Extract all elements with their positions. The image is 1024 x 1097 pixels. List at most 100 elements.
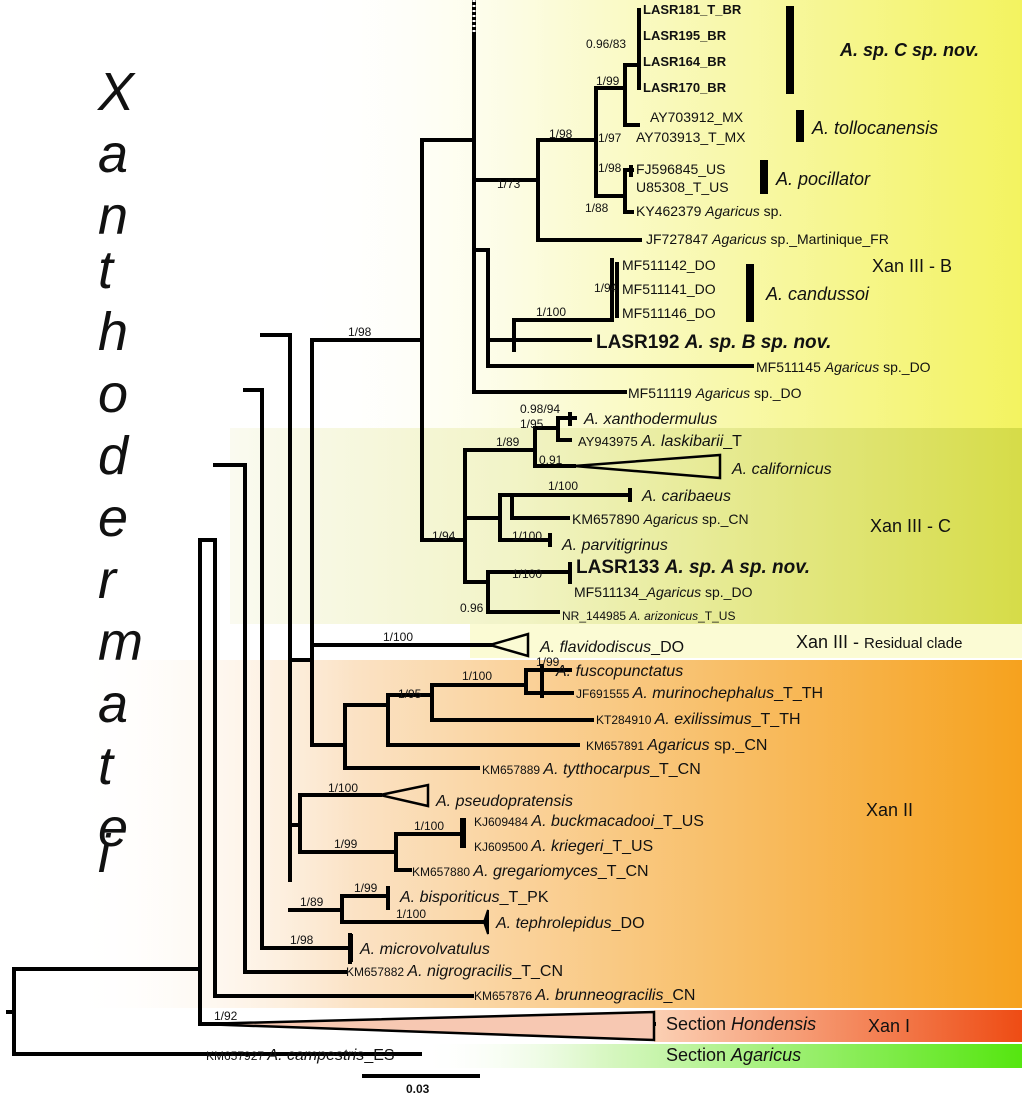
clade-marker-bars <box>746 6 804 322</box>
support-label: 1/95 <box>520 417 544 431</box>
tip-label: MF511145 Agaricus sp._DO <box>756 359 931 375</box>
support-label: 1/100 <box>383 630 413 644</box>
agaricus-band <box>420 1044 1022 1068</box>
clade-label: A. sp. C sp. nov. <box>839 40 979 60</box>
hondensis-triangle <box>199 1010 656 1042</box>
support-label: 1/94 <box>594 281 618 295</box>
tip-label: KM657889 A. tytthocarpus_T_CN <box>482 761 701 778</box>
californicus-triangle <box>573 453 722 480</box>
tip-label: MF511134_Agaricus sp._DO <box>574 584 753 600</box>
clade-label: Xan III - B <box>872 256 952 276</box>
clade-label: Xan II <box>866 800 913 820</box>
tree-branches <box>6 0 754 1056</box>
pseudopratensis-triangle <box>379 783 430 808</box>
genus-letter: d <box>98 426 130 486</box>
clade-label: Section Agaricus <box>666 1045 801 1065</box>
genus-letter: e <box>98 798 128 858</box>
tip-label: KM657890 Agaricus sp._CN <box>572 511 749 527</box>
tip-labels: LASR181_T_BR LASR195_BR LASR164_BR LASR1… <box>206 2 931 1064</box>
support-label: 1/98 <box>549 127 573 141</box>
genus-letter: t <box>98 240 115 300</box>
tip-label: MF511142_DO <box>622 257 716 273</box>
xan2-band <box>70 660 1022 1008</box>
tip-label: FJ596845_US <box>636 161 726 177</box>
support-label: 1/73 <box>497 177 521 191</box>
tip-label: MF511146_DO <box>622 305 716 321</box>
support-label: 1/98 <box>598 161 622 175</box>
tip-label: KY462379 Agaricus sp. <box>636 203 782 219</box>
flavidodiscus-triangle <box>485 632 530 658</box>
tip-label: A. parvitigrinus <box>561 537 668 554</box>
genus-letter: h <box>98 302 128 362</box>
xan1-band <box>654 1010 1022 1042</box>
tip-label: A. tephrolepidus_DO <box>495 915 645 932</box>
support-label: 1/89 <box>300 895 324 909</box>
genus-letter: e <box>98 488 128 548</box>
tip-label: A. caribaeus <box>641 488 731 505</box>
support-label: 1/95 <box>398 687 422 701</box>
genus-vertical-label: X a n t h o d e r m a t e i <box>96 62 143 884</box>
tip-label: AY703912_MX <box>650 109 744 125</box>
tip-label: A. fuscopunctatus <box>555 663 683 680</box>
support-label: 1/98 <box>290 933 314 947</box>
support-label: 0.96 <box>460 601 484 615</box>
tip-label: MF511141_DO <box>622 281 716 297</box>
clade-label: Xan III - Residual clade <box>796 632 962 652</box>
tip-label: A. flavidodiscus_DO <box>539 639 684 656</box>
tip-label: KT284910 A. exilissimus_T_TH <box>596 711 801 728</box>
genus-letter: r <box>98 550 118 610</box>
tip-label: LASR181_T_BR <box>643 2 742 17</box>
tip-label: KJ609500 A. kriegeri_T_US <box>474 838 653 855</box>
support-label: 1/100 <box>396 907 426 921</box>
tip-label: AY703913_T_MX <box>636 129 746 145</box>
support-label: 0.96/83 <box>586 37 626 51</box>
xan3c-band <box>230 428 1022 624</box>
support-label: 0.91 <box>539 453 563 467</box>
clade-labels: A. sp. C sp. nov. A. tollocanensis A. po… <box>666 40 979 1065</box>
tip-label: KM657880 A. gregariomyces_T_CN <box>412 863 649 880</box>
genus-letter: t <box>98 736 115 796</box>
scale-bar-label: 0.03 <box>406 1082 430 1096</box>
tip-label: LASR164_BR <box>643 54 727 69</box>
genus-letter: i <box>98 824 112 884</box>
tip-label: JF727847 Agaricus sp._Martinique_FR <box>646 231 889 247</box>
tip-label: NR_144985 A. arizonicus_T_US <box>562 609 735 623</box>
genus-letter: n <box>98 186 128 246</box>
support-label: 1/94 <box>432 529 456 543</box>
tip-label: KJ609484 A. buckmacadooi_T_US <box>474 813 704 830</box>
tip-label: KM657891 Agaricus sp._CN <box>586 737 767 754</box>
support-label: 1/89 <box>496 435 520 449</box>
tip-label: LASR195_BR <box>643 28 727 43</box>
support-label: 1/88 <box>585 201 609 215</box>
tip-label: LASR170_BR <box>643 80 727 95</box>
support-values: 0.96/83 1/99 1/97 1/98 1/98 1/73 1/88 1/… <box>214 37 626 1023</box>
support-label: 1/99 <box>536 655 560 669</box>
genus-letter: m <box>98 612 143 672</box>
tip-label: A. californicus <box>731 461 832 478</box>
tip-bars <box>349 8 641 962</box>
genus-letter: X <box>96 62 136 122</box>
support-label: 1/99 <box>596 74 620 88</box>
tephrolepidus-triangle <box>482 909 489 935</box>
tip-label: KM657882 A. nigrogracilis_T_CN <box>346 963 563 980</box>
tip-label: KM657927 A. campestris_ES <box>206 1047 395 1064</box>
tip-label: A. bisporiticus_T_PK <box>399 889 549 906</box>
clade-label: Xan I <box>868 1016 910 1036</box>
support-label: 1/97 <box>598 131 622 145</box>
support-label: 1/100 <box>414 819 444 833</box>
support-label: 1/100 <box>512 567 542 581</box>
support-label: 1/99 <box>354 881 378 895</box>
support-label: 1/100 <box>328 781 358 795</box>
clade-label: A. tollocanensis <box>811 118 938 138</box>
tip-label: MF511119 Agaricus sp._DO <box>628 385 802 401</box>
support-label: 1/98 <box>348 325 372 339</box>
genus-letter: a <box>98 674 128 734</box>
clade-label: Xan III - C <box>870 516 951 536</box>
xan3-residual-band <box>470 624 1022 658</box>
tip-label: LASR192 A. sp. B sp. nov. <box>596 332 831 353</box>
clade-label: A. candussoi <box>765 284 870 304</box>
genus-letter: o <box>98 364 128 424</box>
clade-label: A. pocillator <box>775 169 871 189</box>
